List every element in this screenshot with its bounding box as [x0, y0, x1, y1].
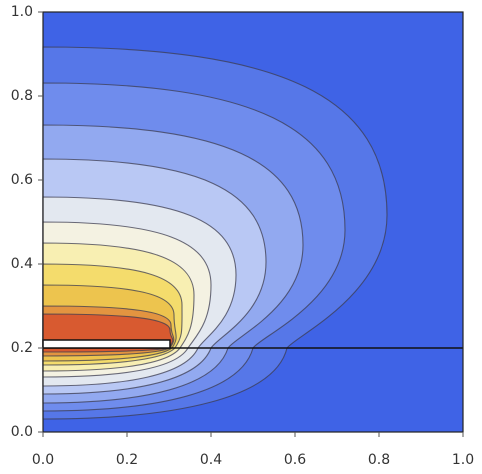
y-tick-label: 0.4 [11, 256, 33, 272]
y-tick-label: 0.2 [11, 340, 33, 356]
slit [42, 339, 171, 349]
x-tick-label: 0.6 [284, 452, 306, 468]
x-tick-label: 0.8 [368, 452, 390, 468]
x-tick-label: 1.0 [452, 452, 474, 468]
x-tick-label: 0.2 [116, 452, 138, 468]
y-tick-label: 1.0 [11, 4, 33, 20]
y-tick-label: 0.0 [11, 424, 33, 440]
plot-frame [42, 11, 464, 433]
plot-area [42, 12, 463, 432]
y-tick-label: 0.8 [11, 88, 33, 104]
y-tick-label: 0.6 [11, 172, 33, 188]
x-tick-label: 0.4 [200, 452, 222, 468]
x-tick-label: 0.0 [32, 452, 54, 468]
